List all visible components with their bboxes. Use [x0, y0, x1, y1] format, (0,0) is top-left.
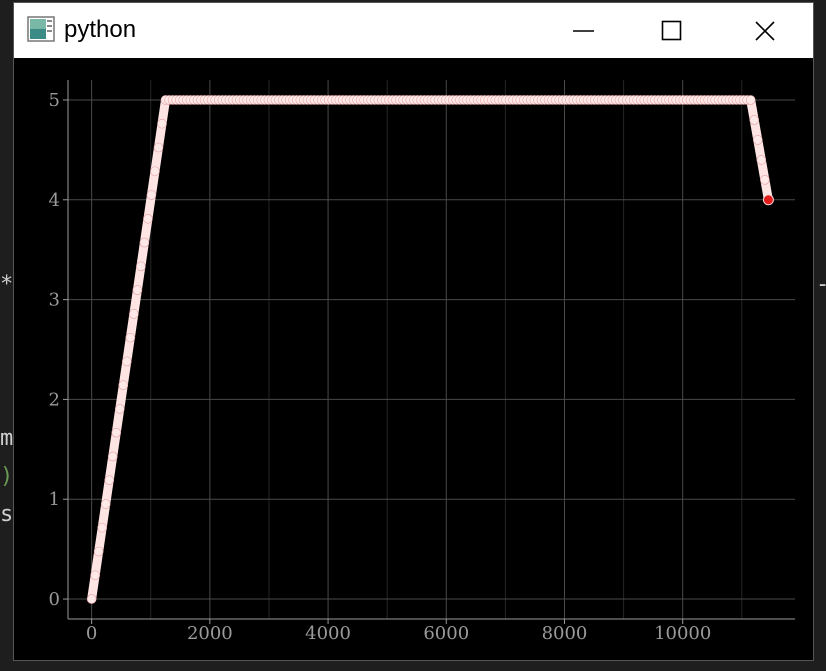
series-point — [90, 570, 100, 581]
series-point — [93, 546, 104, 557]
series-point — [132, 285, 143, 295]
y-tick-label: 1 — [49, 489, 60, 510]
x-tick-label: 0 — [86, 623, 97, 644]
minimize-button[interactable] — [540, 3, 628, 58]
series-point — [107, 451, 118, 462]
background-text-m: m — [0, 426, 14, 451]
last-point-marker — [762, 194, 774, 206]
series-point — [143, 213, 153, 224]
series-point — [150, 166, 160, 177]
window-title: python — [64, 16, 137, 43]
series-point — [749, 115, 760, 125]
python-app-icon — [27, 16, 55, 42]
y-tick-label: 0 — [49, 589, 60, 610]
series-point — [86, 594, 97, 604]
series-point — [122, 356, 132, 367]
y-tick-label: 3 — [49, 290, 60, 311]
title-bar[interactable]: python — [14, 3, 813, 58]
series-point — [745, 95, 756, 105]
series-point — [157, 118, 167, 129]
minimize-icon — [573, 20, 595, 42]
series-point — [760, 175, 770, 185]
series-line — [87, 95, 773, 604]
line-chart[interactable]: 0 2000 4000 6000 8000 10000 0 1 2 3 4 5 — [14, 58, 813, 660]
close-icon — [754, 20, 776, 42]
series-point — [100, 499, 111, 509]
series-point — [104, 475, 115, 486]
series-point — [129, 309, 139, 319]
series-point — [97, 522, 107, 533]
series-point — [146, 190, 157, 200]
series-point — [125, 332, 136, 343]
series-point — [114, 404, 125, 414]
background-text-asterisk: * — [0, 272, 14, 297]
background-text-paren: ) — [0, 464, 14, 489]
series-point — [136, 261, 146, 272]
series-point — [153, 142, 164, 153]
maximize-button[interactable] — [628, 3, 716, 58]
y-tick-label: 5 — [49, 90, 60, 111]
x-tick-label: 8000 — [542, 623, 588, 644]
background-text-s: s — [0, 502, 14, 527]
close-button[interactable] — [721, 3, 809, 58]
series-point — [752, 135, 763, 145]
x-tick-label: 6000 — [423, 623, 469, 644]
x-tick-label: 4000 — [305, 623, 351, 644]
series-point — [756, 155, 767, 165]
background-text-dash: - — [816, 274, 826, 296]
series-point — [139, 237, 150, 248]
maximize-icon — [661, 20, 683, 42]
y-tick-label: 2 — [49, 389, 60, 410]
plot-area[interactable]: 0 2000 4000 6000 8000 10000 0 1 2 3 4 5 — [14, 58, 813, 660]
series-point — [118, 380, 129, 390]
x-tick-label: 10000 — [654, 623, 711, 644]
x-tick-label: 2000 — [187, 623, 233, 644]
series-point — [111, 427, 122, 438]
python-window[interactable]: python 0 2000 4000 6000 8000 10000 0 1 2 3 4 5 — [13, 2, 814, 661]
y-tick-label: 4 — [49, 190, 60, 211]
